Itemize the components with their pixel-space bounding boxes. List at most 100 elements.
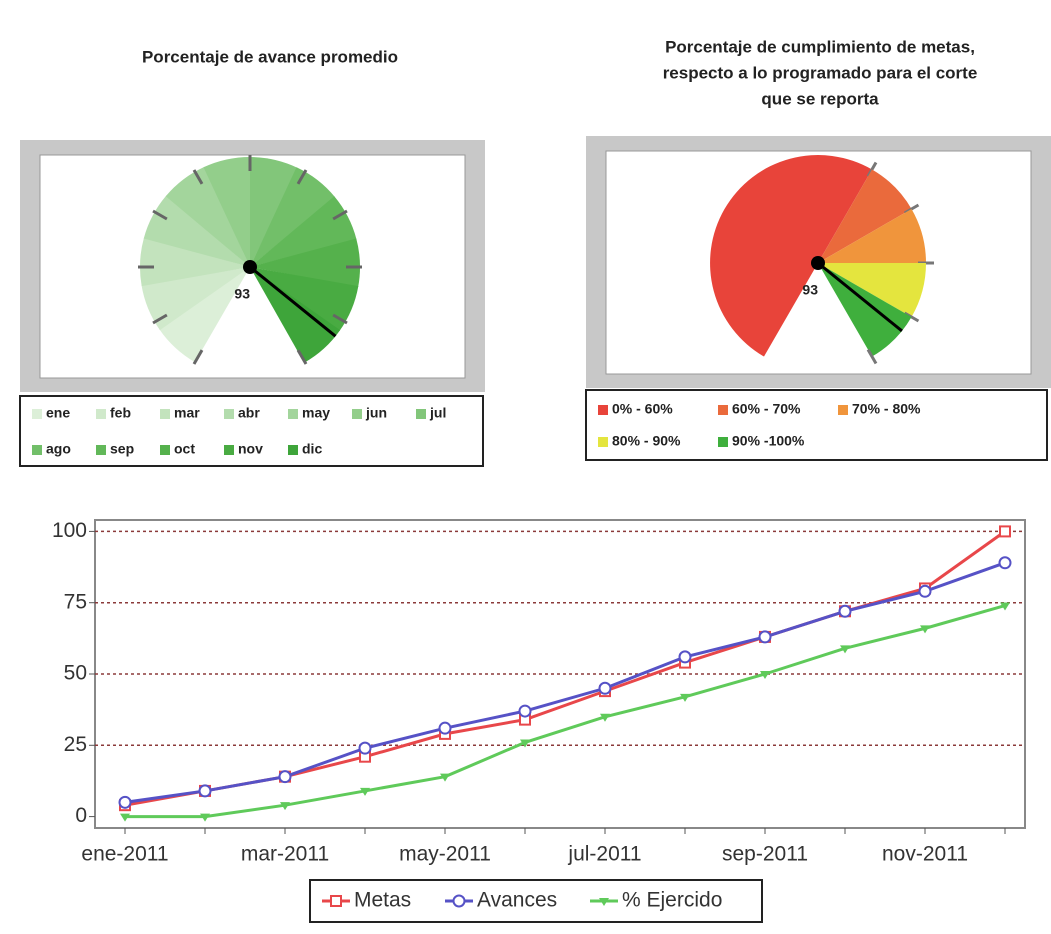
legend-label: nov <box>238 441 263 457</box>
marker <box>840 645 850 654</box>
gauge-segment <box>203 156 251 267</box>
legend-swatch <box>96 409 106 419</box>
legend-label: 0% - 60% <box>612 401 673 417</box>
gauge-segment <box>250 157 298 267</box>
marker <box>452 894 466 908</box>
chart-title: Porcentaje de cumplimiento de metas, <box>665 37 975 56</box>
marker <box>360 787 370 796</box>
x-tick-label: ene-2011 <box>81 843 168 866</box>
gauge-band <box>818 209 926 263</box>
legend-swatch <box>598 437 608 447</box>
gauge-tick <box>332 313 348 325</box>
marker <box>118 795 132 809</box>
legend-label: mar <box>174 405 200 421</box>
legend-swatch <box>224 445 234 455</box>
gauge-tick <box>152 209 168 221</box>
gauge-needle <box>249 265 337 338</box>
marker <box>280 802 290 811</box>
gauge-tick <box>192 349 204 365</box>
marker <box>278 770 292 784</box>
gauge-segment <box>165 166 250 267</box>
legend-swatch <box>718 437 728 447</box>
marker <box>120 813 130 822</box>
legend-swatch <box>416 409 426 419</box>
marker <box>518 704 532 718</box>
legend-label: oct <box>174 441 195 457</box>
y-tick-label: 100 <box>52 519 87 542</box>
y-tick-label: 25 <box>64 733 87 756</box>
chart-title: que se reporta <box>761 89 879 108</box>
x-tick-label: mar-2011 <box>241 843 329 866</box>
gauge-tick <box>192 169 204 185</box>
legend-swatch <box>288 445 298 455</box>
gauge-segment <box>143 195 250 267</box>
legend-swatch <box>718 405 728 415</box>
marker <box>440 773 450 782</box>
legend-label: abr <box>238 405 260 421</box>
legend-box <box>585 389 1048 461</box>
gauge-segment <box>250 267 341 363</box>
marker <box>999 525 1011 538</box>
legend-swatch <box>838 405 848 415</box>
gauge-segment <box>250 267 359 331</box>
gauge-band <box>818 263 926 317</box>
y-tick-label: 50 <box>64 662 87 685</box>
chart-title: respecto a lo programado para el corte <box>663 63 978 82</box>
legend-swatch <box>160 409 170 419</box>
gauge-value: 93 <box>234 286 250 302</box>
gauge-band <box>818 169 912 263</box>
legend-swatch <box>32 445 42 455</box>
legend-label: feb <box>110 405 131 421</box>
marker <box>678 650 692 664</box>
gauge-segment <box>250 167 335 267</box>
series-line <box>124 561 1006 804</box>
legend-label: % Ejercido <box>622 889 722 912</box>
chart-title: Porcentaje de avance promedio <box>142 47 398 66</box>
x-tick-label: sep-2011 <box>722 843 808 866</box>
legend-label: 60% - 70% <box>732 401 801 417</box>
legend-label: Avances <box>477 889 557 912</box>
gauge-tick <box>866 348 878 365</box>
series-line <box>125 604 1006 819</box>
gauge-band <box>710 155 872 357</box>
legend-label: ene <box>46 405 70 421</box>
gauge-segment <box>250 196 357 267</box>
legend-box <box>309 879 763 923</box>
gauge-segment <box>250 238 361 288</box>
legend-label: jul <box>429 405 446 421</box>
legend-swatch <box>598 405 608 415</box>
gauge-segment <box>140 237 250 287</box>
gauge-needle <box>817 261 903 333</box>
gauge-tick <box>152 313 168 325</box>
legend-label: Metas <box>354 889 411 912</box>
marker <box>1000 602 1010 611</box>
marker <box>760 671 770 679</box>
gauge-tick <box>296 349 308 365</box>
marker <box>998 556 1012 570</box>
marker <box>838 604 852 618</box>
marker <box>198 784 212 798</box>
y-tick-label: 75 <box>64 590 87 613</box>
gauge-hub <box>811 256 825 270</box>
x-tick-label: jul-2011 <box>567 843 641 866</box>
gauge-tick <box>296 169 308 185</box>
marker <box>330 895 342 907</box>
legend-label: sep <box>110 441 134 457</box>
marker <box>358 741 372 755</box>
legend-label: 90% -100% <box>732 433 805 449</box>
legend-swatch <box>352 409 362 419</box>
legend-label: 80% - 90% <box>612 433 681 449</box>
gauge-band <box>818 263 912 357</box>
y-tick-label: 0 <box>75 804 87 827</box>
x-tick-label: nov-2011 <box>882 843 968 866</box>
legend-swatch <box>288 409 298 419</box>
legend-swatch <box>160 445 170 455</box>
legend-swatch <box>32 409 42 419</box>
gauge-segment <box>141 267 250 331</box>
marker <box>600 713 610 722</box>
marker <box>920 625 930 634</box>
legend-label: ago <box>46 441 71 457</box>
marker <box>200 813 210 822</box>
legend-label: dic <box>302 441 322 457</box>
